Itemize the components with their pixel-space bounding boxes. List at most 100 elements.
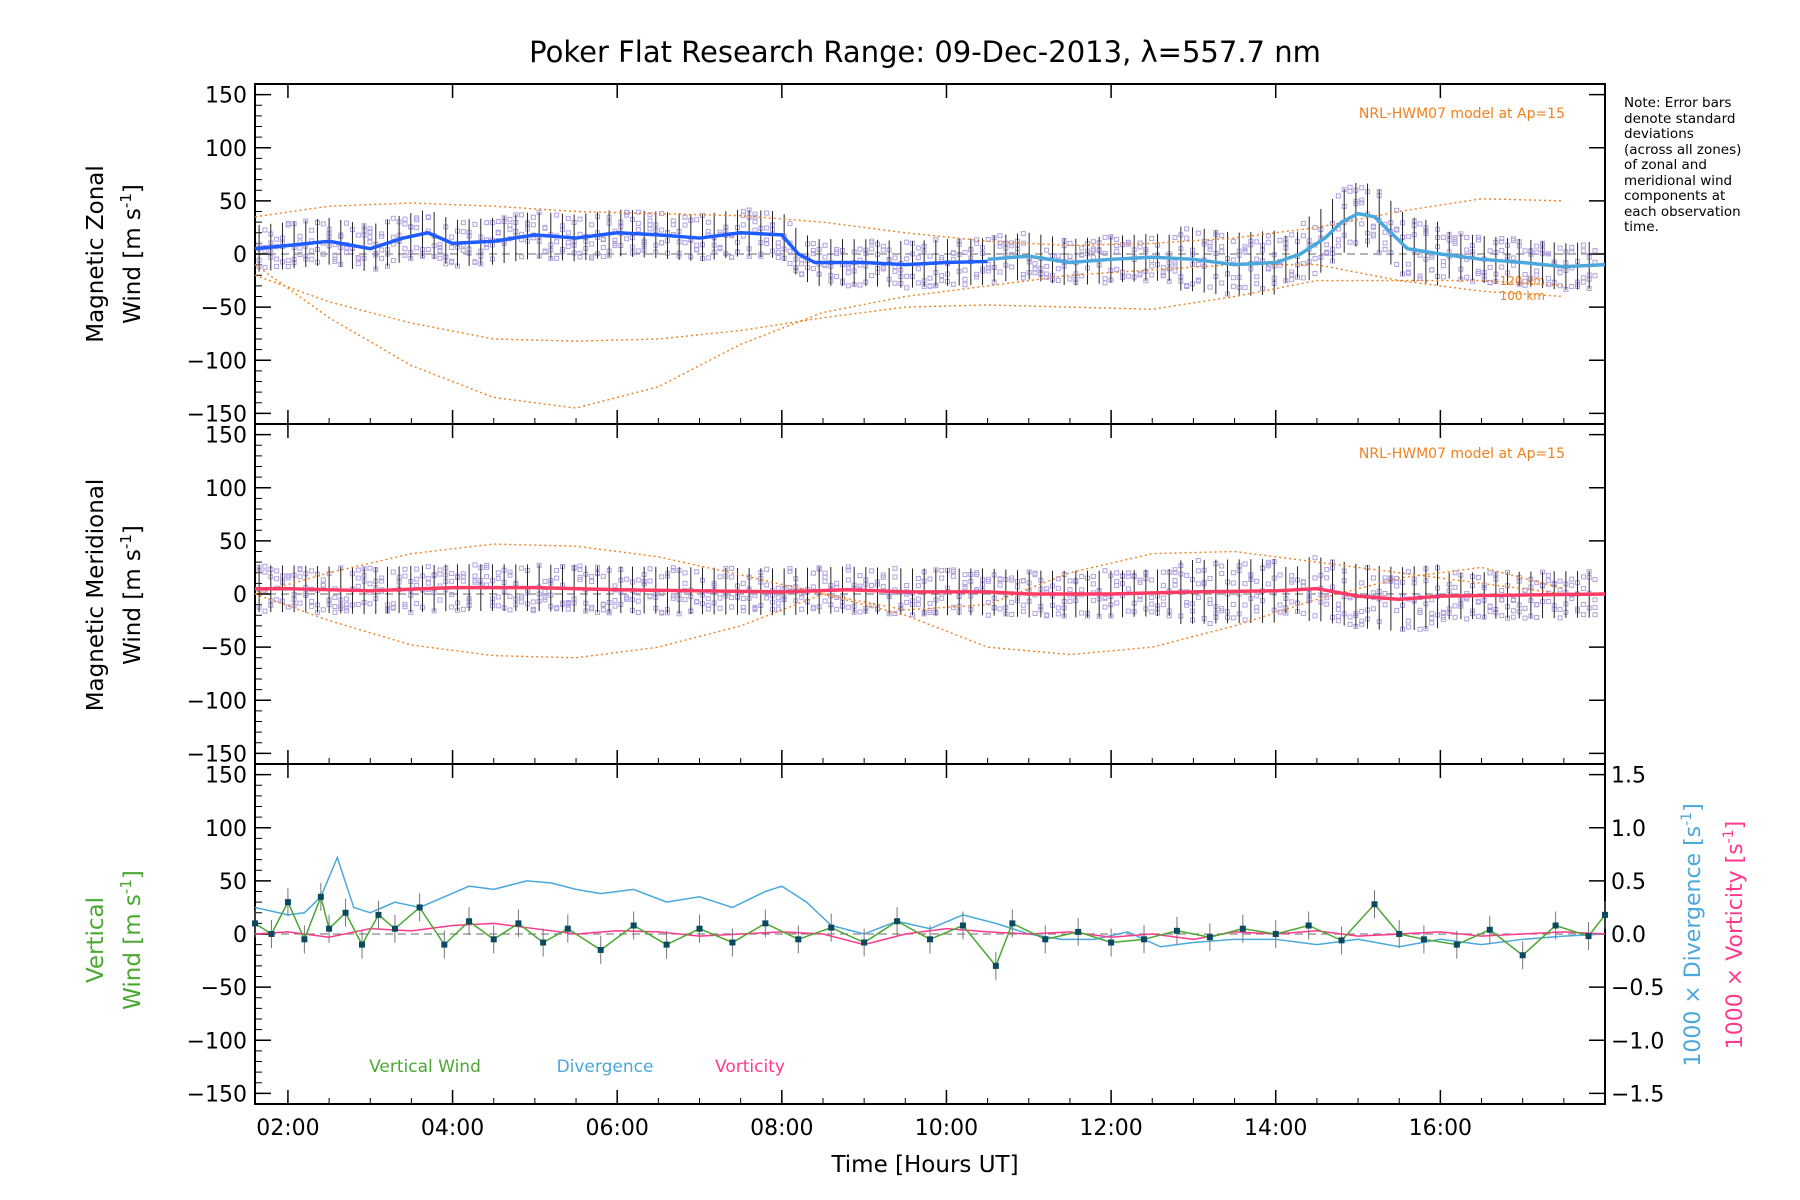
zone-sample: [1184, 572, 1190, 578]
zone-sample: [1545, 598, 1551, 604]
zone-sample: [1055, 585, 1061, 591]
zone-sample: [647, 222, 653, 228]
zone-sample: [402, 221, 408, 227]
zone-sample: [285, 604, 291, 610]
zone-sample: [1207, 244, 1213, 250]
zone-sample: [1230, 580, 1236, 586]
zone-sample: [1300, 275, 1306, 281]
zone-sample: [1055, 611, 1061, 617]
zone-sample: [1312, 555, 1318, 561]
zone-sample: [472, 221, 478, 227]
zone-sample: [740, 208, 746, 214]
zone-sample: [880, 265, 886, 271]
zone-sample: [1440, 616, 1446, 622]
zone-sample: [892, 255, 898, 261]
zone-sample: [927, 610, 933, 616]
zone-sample: [1044, 274, 1050, 280]
zone-sample: [1195, 594, 1201, 600]
meridional-model-label: NRL-HWM07 model at Ap=15: [1359, 446, 1565, 462]
zone-sample: [367, 565, 373, 571]
zone-sample: [390, 257, 396, 263]
zone-sample: [1382, 578, 1388, 584]
vertical-wind-point: [466, 918, 473, 925]
zone-sample: [647, 226, 653, 232]
zone-sample: [799, 271, 805, 277]
zone-sample: [1242, 284, 1248, 290]
zone-sample: [1265, 239, 1271, 245]
zone-sample: [1417, 252, 1423, 258]
x-tick-label: 02:00: [256, 1116, 319, 1141]
zone-sample: [1370, 224, 1376, 230]
zone-sample: [1020, 231, 1026, 237]
zone-sample: [810, 570, 816, 576]
zone-sample: [1452, 584, 1458, 590]
zone-sample: [355, 575, 361, 581]
zone-sample: [1114, 248, 1120, 254]
zone-sample: [274, 568, 280, 574]
zone-sample: [705, 255, 711, 261]
zone-sample: [1499, 596, 1505, 602]
zone-sample: [600, 253, 606, 259]
zone-sample: [542, 248, 548, 254]
vertical-wind-point: [1420, 936, 1427, 943]
zone-sample: [904, 599, 910, 605]
zone-sample: [1067, 587, 1073, 593]
zone-sample: [1289, 277, 1295, 283]
vertical-wind-point: [1552, 922, 1559, 929]
zone-sample: [1137, 271, 1143, 277]
zone-sample: [542, 589, 548, 595]
zone-sample: [1592, 273, 1598, 279]
zone-sample: [600, 237, 606, 243]
zone-sample: [1405, 234, 1411, 240]
zone-sample: [1510, 597, 1516, 603]
zone-sample: [635, 220, 641, 226]
zone-sample: [577, 577, 583, 583]
zone-sample: [962, 267, 968, 273]
zone-sample: [519, 212, 525, 218]
zone-sample: [717, 574, 723, 580]
zone-sample: [309, 603, 315, 609]
note-line: (across all zones): [1624, 141, 1742, 158]
zone-sample: [927, 576, 933, 582]
zone-sample: [822, 263, 828, 269]
vertical-wind-point: [1042, 936, 1049, 943]
zone-sample: [624, 236, 630, 242]
zone-sample: [1312, 256, 1318, 262]
zone-sample: [332, 594, 338, 600]
zone-sample: [390, 234, 396, 240]
zone-sample: [1347, 614, 1353, 620]
legend-vorticity: Vorticity: [715, 1057, 785, 1077]
zone-sample: [950, 250, 956, 256]
zone-sample: [332, 252, 338, 258]
zone-sample: [1219, 571, 1225, 577]
vertical-wind-point: [326, 925, 333, 932]
zone-sample: [927, 600, 933, 606]
zone-sample: [425, 564, 431, 570]
zone-sample: [1114, 266, 1120, 272]
zone-sample: [530, 222, 536, 228]
zone-sample: [857, 246, 863, 252]
zone-sample: [974, 271, 980, 277]
zone-sample: [1475, 574, 1481, 580]
zone-sample: [775, 595, 781, 601]
zone-sample: [1184, 283, 1190, 289]
zone-sample: [379, 247, 385, 253]
zone-sample: [414, 582, 420, 588]
zonal-model-alt-100: 100 km: [1500, 289, 1545, 303]
zone-sample: [437, 255, 443, 261]
zone-sample: [600, 573, 606, 579]
zone-sample: [1125, 573, 1131, 579]
vertical-wind-point: [317, 893, 324, 900]
zone-sample: [682, 214, 688, 220]
zone-sample: [1172, 577, 1178, 583]
zone-sample: [1324, 567, 1330, 573]
y-tick-label: −50: [201, 296, 247, 321]
zone-sample: [1172, 260, 1178, 266]
zone-sample: [1044, 271, 1050, 277]
zone-sample: [997, 240, 1003, 246]
zone-sample: [1289, 272, 1295, 278]
zone-sample: [1394, 261, 1400, 267]
zone-sample: [939, 575, 945, 581]
zone-sample: [344, 605, 350, 611]
zone-sample: [682, 214, 688, 220]
